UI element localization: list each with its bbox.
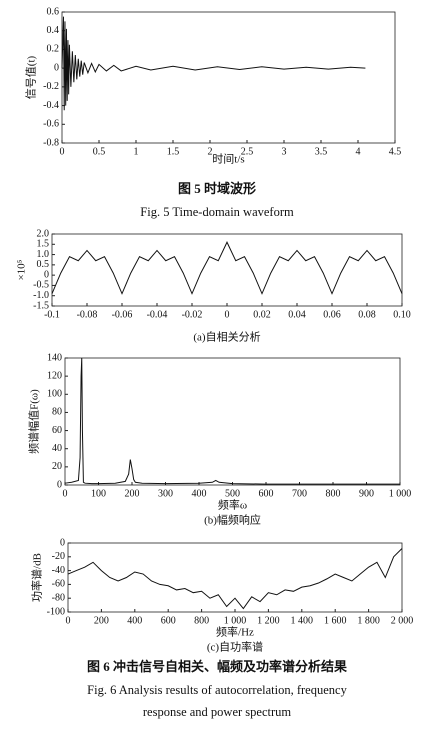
y-axis-label: ×10⁵ bbox=[16, 259, 28, 280]
data-line bbox=[61, 16, 366, 111]
x-tick-label: 500 bbox=[225, 488, 240, 499]
x-tick-label: 3 bbox=[282, 146, 287, 157]
x-tick-label: 200 bbox=[94, 615, 109, 626]
x-tick-label: 1 000 bbox=[389, 488, 412, 499]
x-tick-label: 4.5 bbox=[389, 146, 402, 157]
x-tick-label: 0.04 bbox=[288, 309, 306, 320]
x-axis-label: 频率ω bbox=[218, 498, 247, 512]
data-line bbox=[67, 548, 403, 610]
x-tick-label: 2 000 bbox=[391, 615, 414, 626]
y-tick-label: 0.4 bbox=[47, 25, 60, 36]
x-tick-label: 0 bbox=[225, 309, 230, 320]
x-tick-label: 600 bbox=[259, 488, 274, 499]
y-tick-label: -40 bbox=[52, 565, 65, 576]
x-tick-label: 4 bbox=[356, 146, 361, 157]
x-tick-label: 900 bbox=[359, 488, 374, 499]
y-tick-label: 0.5 bbox=[37, 259, 50, 270]
y-tick-label: 0 bbox=[44, 269, 49, 280]
y-tick-label: 0 bbox=[60, 537, 65, 548]
x-tick-label: -0.08 bbox=[77, 309, 98, 320]
x-axis-label: 时间t/s bbox=[212, 153, 244, 166]
x-tick-label: 300 bbox=[158, 488, 173, 499]
x-tick-label: 0.10 bbox=[393, 309, 411, 320]
x-tick-label: -0.04 bbox=[147, 309, 168, 320]
y-tick-label: 0 bbox=[54, 62, 59, 73]
x-tick-label: -0.06 bbox=[112, 309, 133, 320]
x-tick-label: 0 bbox=[60, 146, 65, 157]
x-tick-label: 1 400 bbox=[291, 615, 314, 626]
x-tick-label: -0.02 bbox=[182, 309, 203, 320]
x-tick-label: 1 bbox=[134, 146, 139, 157]
figure-caption: response and power spectrum bbox=[143, 705, 291, 719]
y-tick-label: -1.5 bbox=[33, 300, 49, 311]
figure-caption: 图 5 时域波形 bbox=[178, 181, 256, 196]
x-tick-label: 800 bbox=[194, 615, 209, 626]
subfigure-caption: (b)幅频响应 bbox=[204, 513, 261, 527]
y-tick-label: 0 bbox=[57, 479, 62, 490]
x-tick-label: 0 bbox=[63, 488, 68, 499]
x-tick-label: 1 200 bbox=[257, 615, 280, 626]
y-tick-label: -0.4 bbox=[43, 100, 59, 111]
x-tick-label: 0.5 bbox=[93, 146, 106, 157]
y-axis-label: 信号值(t) bbox=[25, 55, 38, 99]
y-tick-label: -60 bbox=[52, 579, 65, 590]
figure-caption: Fig. 5 Time-domain waveform bbox=[140, 205, 294, 219]
y-tick-label: -0.2 bbox=[43, 81, 59, 92]
y-tick-label: 0.6 bbox=[47, 6, 60, 17]
x-tick-label: 1 600 bbox=[324, 615, 347, 626]
y-tick-label: -0.6 bbox=[43, 119, 59, 130]
y-tick-label: 100 bbox=[47, 389, 62, 400]
x-tick-label: -0.1 bbox=[44, 309, 60, 320]
plot-frame bbox=[67, 542, 403, 613]
y-tick-label: -1.0 bbox=[33, 290, 49, 301]
x-tick-label: 800 bbox=[326, 488, 341, 499]
y-tick-label: -100 bbox=[47, 606, 65, 617]
x-tick-label: 0.02 bbox=[253, 309, 271, 320]
y-tick-label: 140 bbox=[47, 352, 62, 363]
x-tick-label: 0.06 bbox=[323, 309, 341, 320]
y-tick-label: 1.5 bbox=[37, 239, 50, 250]
y-tick-label: -20 bbox=[52, 551, 65, 562]
x-tick-label: 1 800 bbox=[357, 615, 380, 626]
x-tick-label: 1.5 bbox=[167, 146, 180, 157]
x-axis-label: 频率/Hz bbox=[216, 625, 254, 639]
data-line bbox=[51, 241, 403, 295]
plot-frame bbox=[61, 11, 396, 144]
y-tick-label: -0.8 bbox=[43, 137, 59, 148]
y-tick-label: -80 bbox=[52, 592, 65, 603]
x-tick-label: 0.08 bbox=[358, 309, 376, 320]
plot-frame bbox=[64, 357, 401, 486]
x-tick-label: 600 bbox=[161, 615, 176, 626]
figure-caption: Fig. 6 Analysis results of autocorrelati… bbox=[87, 683, 347, 697]
x-tick-label: 400 bbox=[192, 488, 207, 499]
data-line bbox=[64, 357, 400, 485]
x-tick-label: 100 bbox=[91, 488, 106, 499]
x-tick-label: 0 bbox=[66, 615, 71, 626]
y-axis-label: 频谱幅值F(ω) bbox=[27, 389, 41, 454]
y-tick-label: 20 bbox=[52, 461, 62, 472]
x-tick-label: 700 bbox=[292, 488, 307, 499]
figure-caption: 图 6 冲击信号自相关、幅频及功率谱分析结果 bbox=[87, 659, 347, 674]
y-tick-label: 2.0 bbox=[37, 228, 50, 239]
x-tick-label: 1 000 bbox=[224, 615, 247, 626]
y-tick-label: 0.2 bbox=[47, 44, 60, 55]
y-tick-label: 1.0 bbox=[37, 249, 50, 260]
y-tick-label: 60 bbox=[52, 425, 62, 436]
subfigure-caption: (c)自功率谱 bbox=[207, 640, 263, 654]
plot-frame bbox=[51, 233, 403, 307]
y-tick-label: -0.5 bbox=[33, 280, 49, 291]
x-tick-label: 2.5 bbox=[241, 146, 254, 157]
x-tick-label: 400 bbox=[127, 615, 142, 626]
x-tick-label: 200 bbox=[125, 488, 140, 499]
y-axis-label: 功率谱/dB bbox=[30, 553, 44, 602]
y-tick-label: 80 bbox=[52, 407, 62, 418]
x-tick-label: 2 bbox=[208, 146, 213, 157]
y-tick-label: 40 bbox=[52, 443, 62, 454]
y-tick-label: 120 bbox=[47, 370, 62, 381]
x-tick-label: 3.5 bbox=[315, 146, 328, 157]
subfigure-caption: (a)自相关分析 bbox=[193, 330, 260, 344]
